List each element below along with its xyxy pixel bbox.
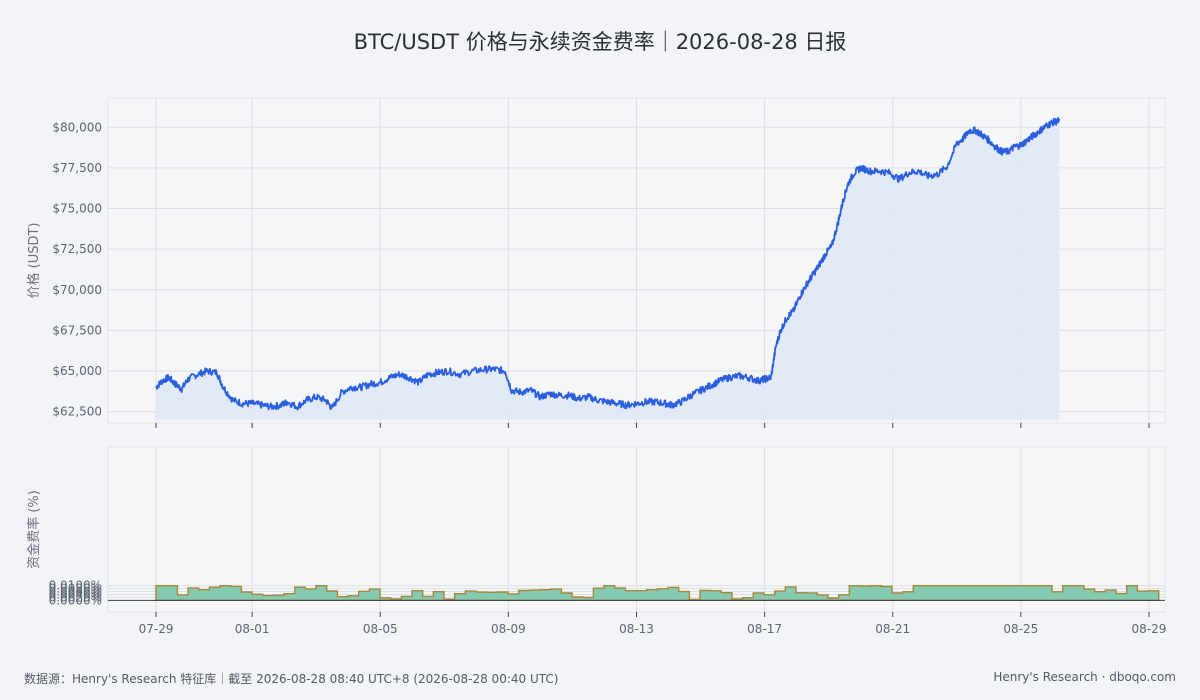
funding-x-tick-label: 07-29 xyxy=(139,622,174,636)
funding-y-tick-label: 0.0060% xyxy=(49,585,102,599)
price-y-tick-label: $72,500 xyxy=(52,242,102,256)
funding-x-tick-label: 08-29 xyxy=(1132,622,1167,636)
funding-y-tick-label: 0.0020% xyxy=(49,590,102,604)
price-y-tick-label: $80,000 xyxy=(52,120,102,134)
price-y-tick-label: $67,500 xyxy=(52,323,102,337)
brand-footer: Henry's Research · dboqo.com xyxy=(993,670,1176,684)
funding-x-tick-label: 08-25 xyxy=(1003,622,1038,636)
funding-y-tick-label: 0.0100% xyxy=(49,579,102,593)
funding-rate-steps xyxy=(155,585,1160,602)
price-y-tick-label: $70,000 xyxy=(52,283,102,297)
funding-x-tick-label: 08-13 xyxy=(619,622,654,636)
data-source-footer: 数据源：Henry's Research 特征库｜截至 2026-08-28 0… xyxy=(24,672,559,686)
price-panel: $62,500 $65,000 $67,500 $70,000 $72,500 $75,0… xyxy=(26,97,1166,428)
price-y-tick-label: $65,000 xyxy=(52,364,102,378)
price-y-tick-label: $75,000 xyxy=(52,202,102,216)
price-y-tick-label: $77,500 xyxy=(52,161,102,175)
funding-y-tick-label: 0.0080% xyxy=(49,582,102,596)
funding-axis-label: 资金费率 (%) xyxy=(26,490,42,569)
price-y-tick-label: $62,500 xyxy=(52,405,102,419)
funding-x-tick-label: 08-17 xyxy=(747,622,782,636)
funding-panel: 07-29 08-01 08-05 08-09 08-13 08-17 08-21 08-25… xyxy=(26,446,1167,636)
funding-x-tick-label: 08-05 xyxy=(363,622,398,636)
funding-x-tick-label: 08-21 xyxy=(875,622,910,636)
price-area-fill xyxy=(156,118,1060,420)
page-title: BTC/USDT 价格与永续资金费率｜2026-08-28 日报 xyxy=(353,30,847,54)
price-line xyxy=(155,117,1061,411)
price-axis-label: 价格 (USDT) xyxy=(26,223,42,299)
funding-y-tick-label: 0.0000% xyxy=(49,593,102,607)
funding-x-tick-label: 08-01 xyxy=(235,622,270,636)
funding-x-tick-label: 08-09 xyxy=(491,622,526,636)
funding-y-tick-label: 0.0040% xyxy=(49,587,102,601)
